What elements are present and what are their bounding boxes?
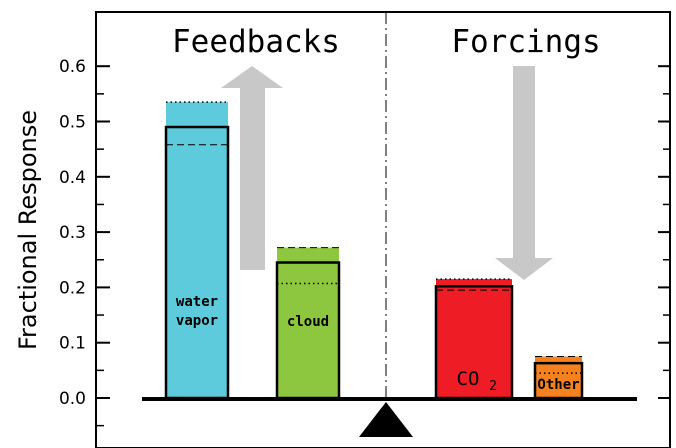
y-axis-ticks bbox=[96, 65, 670, 427]
arrows bbox=[221, 66, 553, 280]
bar-label: vapor bbox=[176, 313, 218, 329]
bar-label-co2: CO bbox=[457, 368, 480, 390]
bar-label-co2-subscript: 2 bbox=[489, 379, 497, 394]
arrow-up bbox=[221, 66, 283, 270]
y-tick-label: 0.3 bbox=[59, 223, 86, 243]
bar-water-vapor: water vapor bbox=[164, 101, 230, 400]
bar-label: cloud bbox=[287, 314, 329, 330]
y-tick-label: 0.4 bbox=[59, 168, 86, 188]
y-tick-label: 0.1 bbox=[59, 334, 86, 354]
y-tick-label: 0.2 bbox=[59, 278, 86, 298]
y-tick-label: 0.5 bbox=[59, 113, 86, 133]
pivot-triangle bbox=[359, 402, 413, 437]
bar-fill bbox=[166, 102, 228, 399]
y-tick-label: 0.6 bbox=[59, 57, 86, 77]
arrow-down bbox=[495, 66, 553, 280]
bar-fill bbox=[436, 279, 512, 398]
plot-frame bbox=[95, 11, 671, 448]
y-axis-tick-labels: 0.0 0.1 0.2 0.3 0.4 0.5 0.6 bbox=[59, 57, 86, 409]
bar-label: water bbox=[176, 294, 218, 310]
bar-fill bbox=[277, 247, 339, 398]
section-title-feedbacks: Feedbacks bbox=[172, 24, 340, 60]
section-title-forcings: Forcings bbox=[451, 24, 600, 60]
y-axis-label: Fractional Response bbox=[14, 110, 42, 350]
bar-co2: CO 2 bbox=[434, 278, 514, 400]
bar-label: Other bbox=[537, 377, 579, 393]
bar-cloud: cloud bbox=[275, 247, 341, 400]
y-tick-label: 0.0 bbox=[59, 389, 86, 409]
bar-other: Other bbox=[533, 356, 584, 400]
bars: water vapor cloud CO 2 Other bbox=[164, 101, 584, 400]
